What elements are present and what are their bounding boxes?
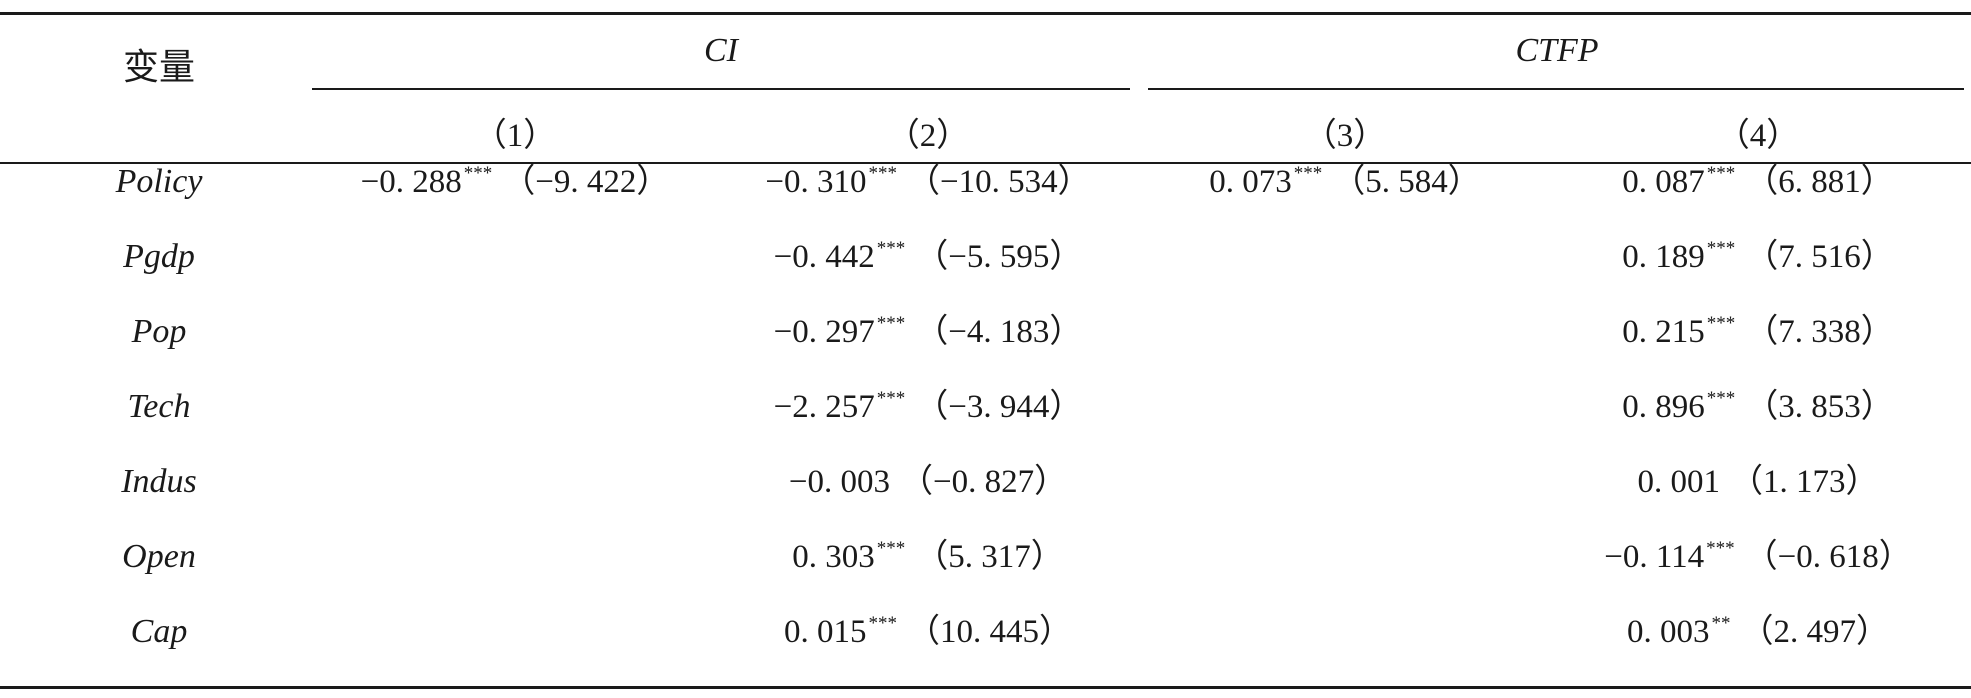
bottom-rule: [0, 686, 1971, 689]
table-cell: −0. 003 （−0. 827）: [789, 462, 1067, 502]
coefficient: 0. 896: [1622, 389, 1705, 425]
variable-column-header: 变量: [122, 47, 196, 88]
top-rule: [0, 12, 1971, 15]
t-statistic: （−3. 944）: [915, 389, 1083, 425]
table-cell: −0. 297 *** （−4. 183）: [774, 312, 1083, 352]
coefficient: −0. 442: [773, 239, 875, 275]
significance-stars: ***: [876, 313, 906, 334]
coefficient: 0. 189: [1622, 239, 1705, 275]
table-cell: 0. 003 ** （2. 497）: [1627, 612, 1889, 652]
group-rule-ctfp: [1148, 88, 1964, 90]
coefficient: 0. 073: [1209, 164, 1292, 200]
coefficient: 0. 015: [784, 614, 867, 650]
significance-stars: ***: [876, 538, 906, 559]
t-statistic: （−9. 422）: [502, 164, 670, 200]
t-statistic: （−0. 827）: [900, 464, 1068, 500]
coefficient: −0. 288: [360, 164, 462, 200]
header-rule: [0, 162, 1971, 164]
coefficient: −0. 114: [1604, 539, 1705, 575]
column-header-4: （4）: [1716, 118, 1800, 154]
row-variable-name: Indus: [121, 463, 197, 500]
t-statistic: （5. 584）: [1332, 164, 1481, 200]
row-variable-name: Tech: [127, 388, 191, 425]
t-statistic: （10. 445）: [907, 614, 1072, 650]
t-statistic: （7. 338）: [1745, 314, 1894, 350]
significance-stars: ***: [1706, 538, 1735, 559]
t-statistic: （−10. 534）: [907, 164, 1091, 200]
row-variable-name: Pop: [131, 313, 187, 350]
coefficient: 0. 087: [1622, 164, 1705, 200]
table-cell: 0. 215 *** （7. 338）: [1622, 312, 1894, 352]
table-cell: 0. 189 *** （7. 516）: [1622, 237, 1894, 277]
coefficient: −0. 003: [788, 464, 890, 500]
t-statistic: （−4. 183）: [915, 314, 1083, 350]
significance-stars: ***: [1293, 163, 1323, 184]
coefficient: 0. 303: [792, 539, 875, 575]
t-statistic: （1. 173）: [1730, 464, 1879, 500]
table-cell: 0. 087 *** （6. 881）: [1622, 162, 1894, 202]
table-cell: 0. 001 （1. 173）: [1638, 462, 1879, 502]
significance-stars: ***: [876, 388, 906, 409]
significance-stars: ***: [1706, 163, 1736, 184]
significance-stars: ***: [1706, 313, 1736, 334]
group-rule-ci: [312, 88, 1130, 90]
column-header-2: （2）: [886, 118, 970, 154]
t-statistic: （7. 516）: [1745, 239, 1894, 275]
t-statistic: （−5. 595）: [915, 239, 1083, 275]
significance-stars: ***: [463, 163, 493, 184]
t-statistic: （6. 881）: [1745, 164, 1894, 200]
table-cell: −0. 288 *** （−9. 422）: [361, 162, 670, 202]
significance-stars: ***: [1706, 238, 1736, 259]
t-statistic: （3. 853）: [1745, 389, 1894, 425]
significance-stars: ***: [876, 238, 906, 259]
row-variable-name: Open: [122, 538, 196, 575]
t-statistic: （−0. 618）: [1744, 539, 1912, 575]
table-cell: −0. 442 *** （−5. 595）: [774, 237, 1083, 277]
significance-stars: ***: [868, 163, 898, 184]
significance-stars: ***: [1706, 388, 1736, 409]
table-cell: 0. 015 *** （10. 445）: [784, 612, 1072, 652]
significance-stars: ***: [868, 613, 898, 634]
coefficient: 0. 215: [1622, 314, 1705, 350]
group-header-ci: CI: [704, 32, 738, 69]
coefficient: 0. 001: [1637, 464, 1721, 500]
table-cell: −0. 114 *** （−0. 618）: [1604, 537, 1912, 577]
column-header-3: （3）: [1303, 118, 1387, 154]
table-cell: 0. 073 *** （5. 584）: [1209, 162, 1481, 202]
group-header-ctfp: CTFP: [1515, 32, 1599, 69]
coefficient: −2. 257: [773, 389, 875, 425]
coefficient: −0. 310: [765, 164, 867, 200]
column-header-1: （1）: [473, 118, 557, 154]
table-cell: 0. 896 *** （3. 853）: [1622, 387, 1894, 427]
table-cell: −0. 310 *** （−10. 534）: [765, 162, 1090, 202]
row-variable-name: Cap: [130, 613, 188, 650]
significance-stars: **: [1711, 613, 1731, 634]
coefficient: −0. 297: [773, 314, 875, 350]
coefficient: 0. 003: [1627, 614, 1710, 650]
table-cell: −2. 257 *** （−3. 944）: [774, 387, 1083, 427]
row-variable-name: Policy: [115, 163, 203, 200]
row-variable-name: Pgdp: [123, 238, 195, 275]
t-statistic: （5. 317）: [915, 539, 1064, 575]
t-statistic: （2. 497）: [1740, 614, 1890, 650]
table-cell: 0. 303 *** （5. 317）: [792, 537, 1064, 577]
